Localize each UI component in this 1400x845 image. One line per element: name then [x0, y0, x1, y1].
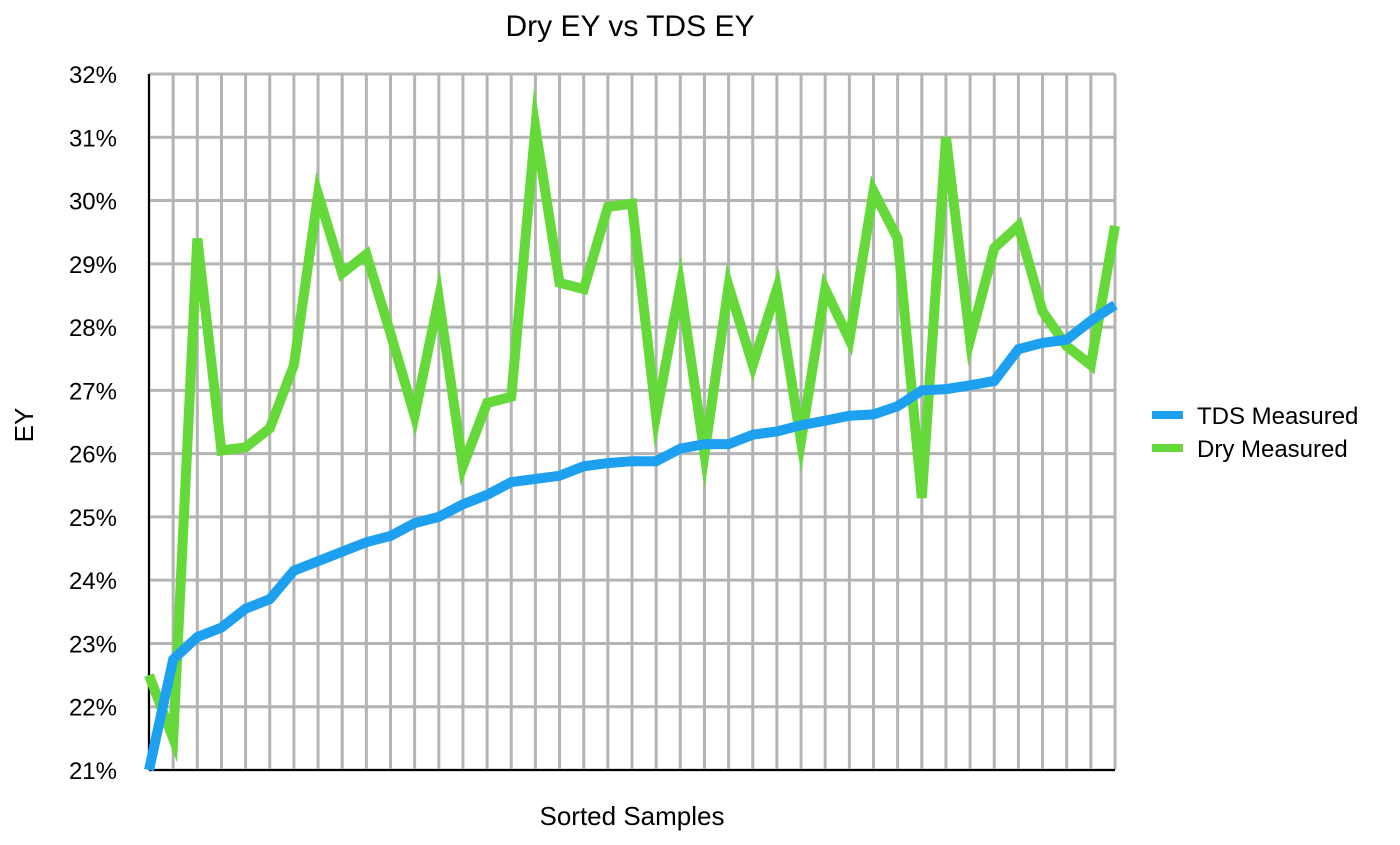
legend: TDS Measured Dry Measured: [1152, 403, 1358, 463]
y-tick-label: 24%: [69, 568, 117, 595]
chart-grid: [147, 72, 1117, 772]
y-tick-label: 21%: [69, 758, 117, 785]
x-axis-label: Sorted Samples: [540, 801, 725, 831]
y-tick-label: 32%: [69, 62, 117, 89]
chart-title: Dry EY vs TDS EY: [506, 10, 755, 43]
y-tick-label: 30%: [69, 189, 117, 216]
legend-label: Dry Measured: [1197, 436, 1348, 463]
y-tick-labels: 21% 22% 23% 24% 25% 26% 27% 28% 29% 30% 31% 32%: [69, 62, 117, 785]
y-tick-label: 25%: [69, 505, 117, 532]
y-tick-label: 28%: [69, 315, 117, 342]
y-tick-label: 26%: [69, 442, 117, 469]
series-line-tds-measured: [144, 300, 1118, 772]
y-tick-label: 22%: [69, 695, 117, 722]
y-tick-label: 29%: [69, 252, 117, 279]
y-tick-label: 23%: [69, 631, 117, 658]
series-line-dry-measured: [144, 86, 1120, 763]
y-tick-label: 31%: [69, 125, 117, 152]
y-tick-label: 27%: [69, 378, 117, 405]
series-lines: [144, 86, 1120, 772]
y-axis-label: EY: [9, 408, 39, 443]
legend-label: TDS Measured: [1197, 403, 1358, 430]
